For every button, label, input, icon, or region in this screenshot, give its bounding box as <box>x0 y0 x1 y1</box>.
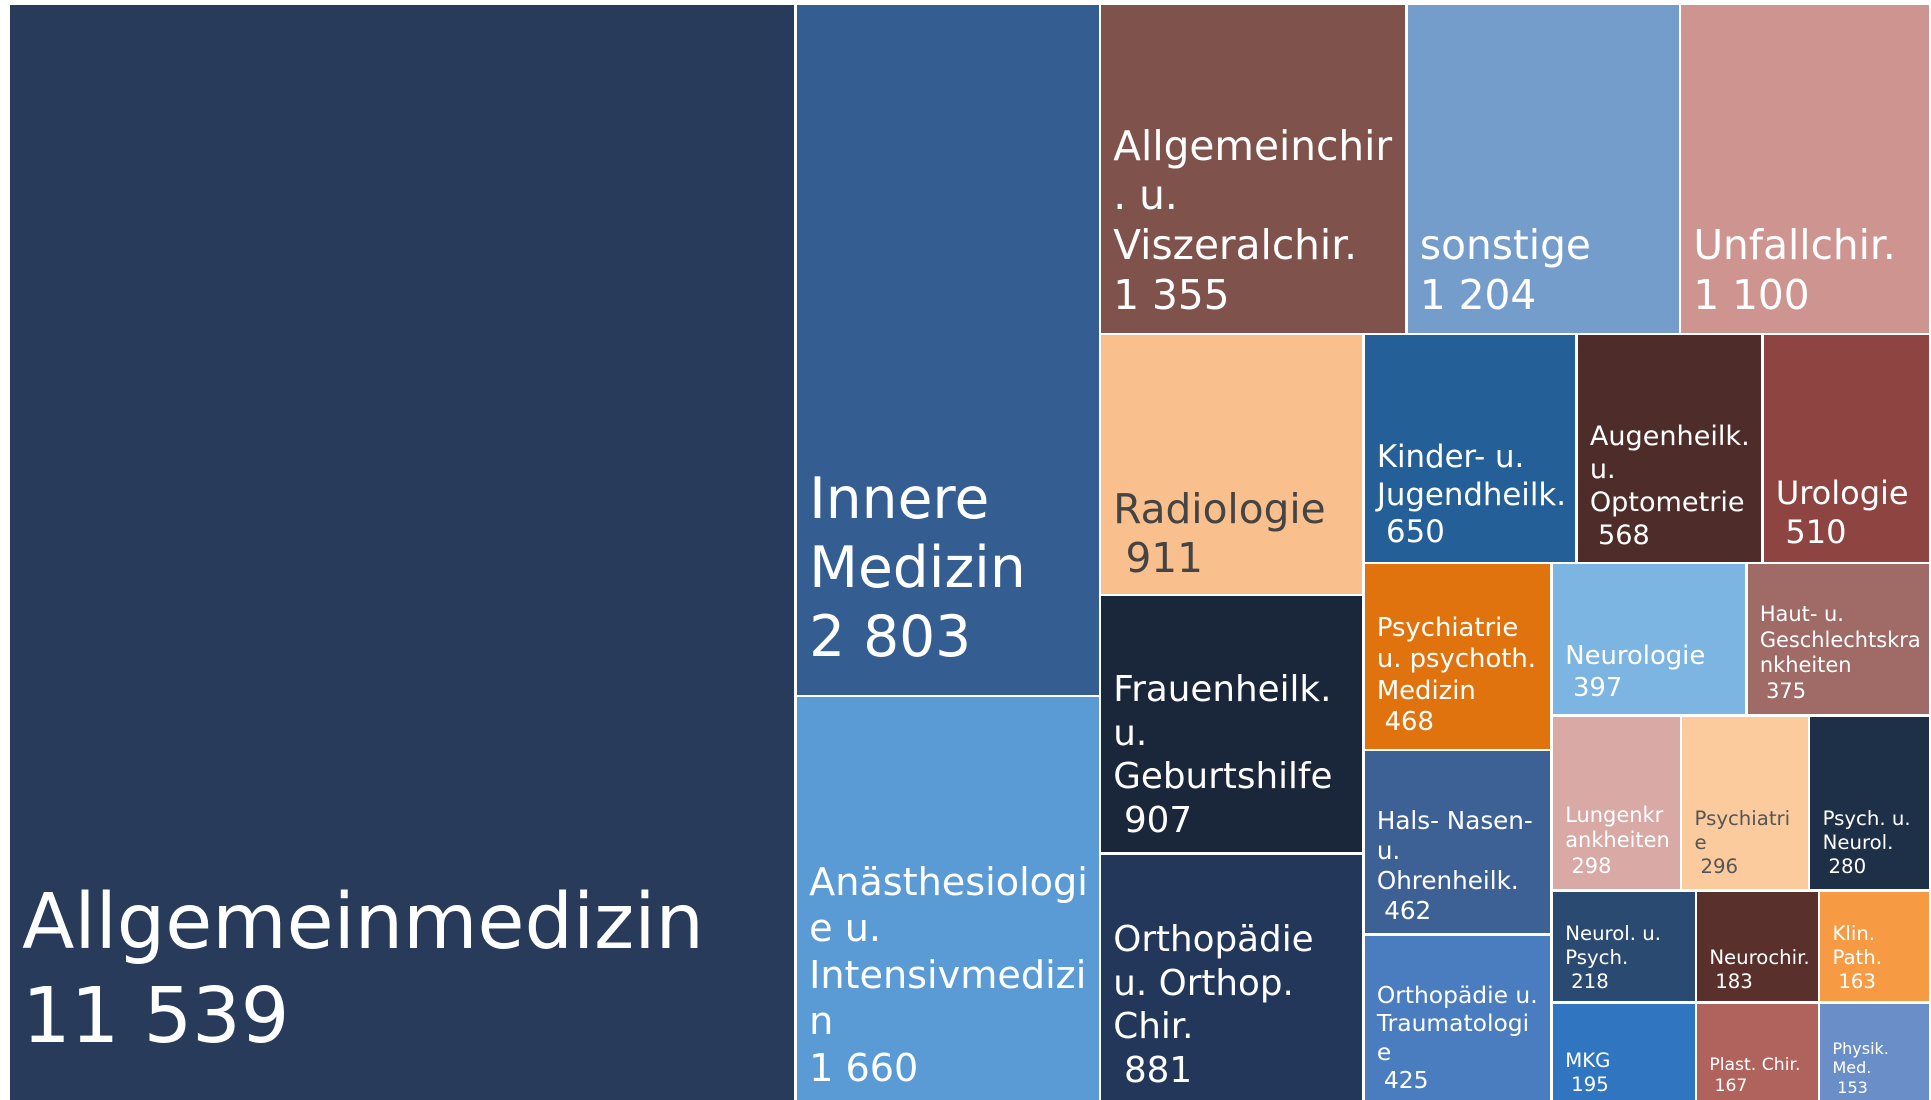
tile: Innere Medizin 2 803 <box>796 4 1099 695</box>
tile-label: Neurochir. <box>1709 945 1810 969</box>
tile-value: 881 <box>1123 1049 1193 1091</box>
tile-value: 462 <box>1384 896 1432 926</box>
tile: Haut- u. Geschlechtskrankheiten 375 <box>1747 564 1929 715</box>
tile-label: Innere Medizin <box>809 466 1026 602</box>
tile-value: 1 204 <box>1419 270 1537 319</box>
tile-label: Psychiatrie <box>1694 807 1791 855</box>
tile-label: Radiologie <box>1113 484 1326 533</box>
tile-label: Neurologie <box>1565 641 1706 672</box>
tile-value: 296 <box>1700 855 1739 879</box>
tile-value: 397 <box>1572 672 1623 703</box>
tile-value: 425 <box>1383 1066 1429 1095</box>
tile-label: Plast. Chir. <box>1709 1055 1801 1076</box>
tile: Frauenheilk. u. Geburtshilfe 907 <box>1100 596 1363 853</box>
tile-label: Allgemeinmedizin <box>22 878 704 968</box>
tile-value: 911 <box>1125 534 1203 583</box>
tile-value: 153 <box>1837 1077 1868 1097</box>
tile-label: sonstige <box>1419 221 1591 270</box>
tile: Kinder- u. Jugendheilk. 650 <box>1364 334 1576 562</box>
tile-value: 907 <box>1123 799 1193 841</box>
tile: Plast. Chir. 167 <box>1697 1003 1818 1100</box>
tile: sonstige 1 204 <box>1407 4 1679 333</box>
tile-value: 195 <box>1571 1073 1609 1097</box>
tile-value: 280 <box>1828 855 1867 879</box>
tile-label: Unfallchir. <box>1693 221 1896 270</box>
tile-label: Anästhesiologie u. Intensivmedizin <box>809 860 1088 1045</box>
tile: Psych. u. Neurol. 280 <box>1810 716 1929 890</box>
tile-label: MKG <box>1565 1049 1611 1073</box>
tile-label: Orthopädie u. Traumatologie <box>1376 980 1538 1066</box>
tile-value: 650 <box>1386 514 1445 551</box>
tile-label: Hals- Nasen- u. Ohrenheilk. <box>1376 805 1533 896</box>
tile-value: 167 <box>1714 1076 1748 1097</box>
tile-label: Kinder- u. Jugendheilk. <box>1376 439 1566 513</box>
tile: Anästhesiologie u. Intensivmedizin 1 660 <box>796 697 1099 1100</box>
tile-value: 1 355 <box>1113 270 1230 319</box>
tile: Hals- Nasen- u. Ohrenheilk. 462 <box>1364 751 1551 934</box>
tile: Lungenkrankheiten 298 <box>1552 716 1680 890</box>
tile-value: 163 <box>1838 969 1876 993</box>
tile-label: Physik. Med. <box>1832 1038 1889 1078</box>
tile-value: 2 803 <box>809 604 972 671</box>
tile-value: 375 <box>1766 678 1807 703</box>
tile: Orthopädie u. Orthop. Chir. 881 <box>1100 854 1363 1100</box>
tile-label: Allgemeinchir. u. Viszeralchir. <box>1113 121 1393 270</box>
tile: Augenheilk. u. Optometrie 568 <box>1577 334 1762 562</box>
tile: Unfallchir. 1 100 <box>1681 4 1929 333</box>
tile-label: Augenheilk. u. Optometrie <box>1589 420 1750 518</box>
tile-value: 568 <box>1597 519 1650 551</box>
tile-label: Frauenheilk. u. Geburtshilfe <box>1113 669 1333 798</box>
tile-label: Haut- u. Geschlechtskrankheiten <box>1759 602 1921 678</box>
tile-label: Orthopädie u. Orthop. Chir. <box>1113 919 1314 1048</box>
tile-value: 11 539 <box>22 971 290 1061</box>
tile-value: 1 100 <box>1693 270 1810 319</box>
tile: Psychiatrie 296 <box>1682 716 1808 890</box>
tile-value: 218 <box>1571 969 1609 993</box>
tile: Neurochir. 183 <box>1697 891 1818 1002</box>
tile-label: Lungenkrankheiten <box>1565 802 1670 853</box>
tile: Neurol. u. Psych. 218 <box>1552 891 1695 1002</box>
tile-label: Psychiatrie u. psychoth. Medizin <box>1376 612 1537 706</box>
tile: Klin. Path. 163 <box>1820 891 1929 1002</box>
tile: Allgemeinmedizin 11 539 <box>9 4 795 1100</box>
tile-label: Psych. u. Neurol. <box>1822 807 1911 855</box>
tile-label: Neurol. u. Psych. <box>1565 921 1661 969</box>
tile-value: 1 660 <box>809 1046 919 1091</box>
tile-value: 510 <box>1785 512 1847 551</box>
tile-value: 468 <box>1384 707 1434 738</box>
tile: Orthopädie u. Traumatologie 425 <box>1364 935 1551 1100</box>
tile: Psychiatrie u. psychoth. Medizin 468 <box>1364 564 1551 749</box>
tile: MKG 195 <box>1552 1003 1695 1100</box>
tile: Urologie 510 <box>1763 334 1929 562</box>
tile-value: 298 <box>1571 853 1612 878</box>
tile: Physik. Med. 153 <box>1820 1003 1929 1100</box>
tile: Neurologie 397 <box>1552 564 1746 715</box>
tile-value: 183 <box>1715 969 1753 993</box>
tile: Radiologie 911 <box>1100 334 1363 594</box>
tile: Allgemeinchir. u. Viszeralchir. 1 355 <box>1100 4 1406 333</box>
tile-label: Klin. Path. <box>1832 921 1882 969</box>
tile-label: Urologie <box>1775 473 1909 512</box>
